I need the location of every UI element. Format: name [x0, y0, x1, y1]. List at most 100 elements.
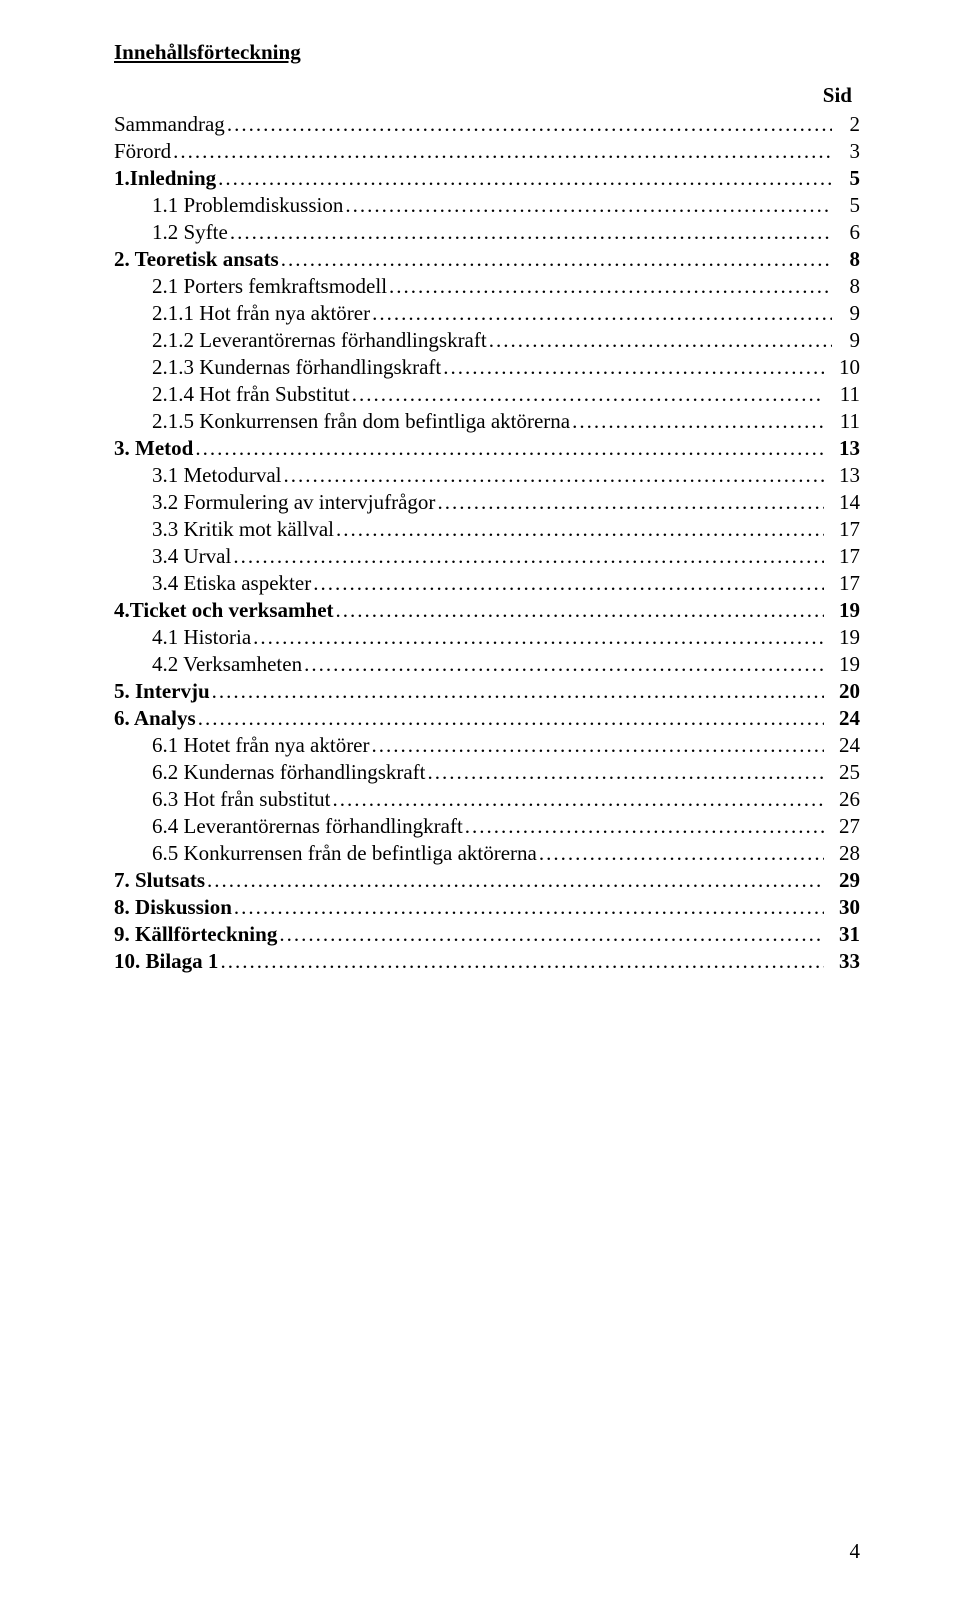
- toc-entry-label: 6.4 Leverantörernas förhandlingkraft: [152, 816, 463, 837]
- toc-entry: 6.4 Leverantörernas förhandlingkraft....…: [114, 816, 860, 837]
- toc-entry-leader: ........................................…: [216, 168, 832, 189]
- toc-entry-page: 5: [832, 195, 860, 216]
- toc-entry: 1.1 Problemdiskussion...................…: [114, 195, 860, 216]
- toc-entry-leader: ........................................…: [205, 870, 824, 891]
- toc-entry-page: 13: [824, 438, 860, 459]
- toc-entry-page: 26: [824, 789, 860, 810]
- toc-entry: 1.2 Syfte...............................…: [114, 222, 860, 243]
- toc-entry: 3. Metod................................…: [114, 438, 860, 459]
- toc-entry-label: 2.1.1 Hot från nya aktörer: [152, 303, 370, 324]
- toc-entry-leader: ........................................…: [251, 627, 824, 648]
- toc-entry-leader: ........................................…: [231, 546, 824, 567]
- toc-entry-page: 19: [824, 627, 860, 648]
- toc-entry-label: 9. Källförteckning: [114, 924, 277, 945]
- toc-entry-page: 30: [824, 897, 860, 918]
- toc-entry-leader: ........................................…: [435, 492, 824, 513]
- toc-entry-leader: ........................................…: [311, 573, 824, 594]
- toc-entry-label: 3.4 Etiska aspekter: [152, 573, 311, 594]
- toc-entry-label: 3.3 Kritik mot källval: [152, 519, 334, 540]
- toc-entry-leader: ........................................…: [277, 924, 824, 945]
- toc-entry-leader: ........................................…: [210, 681, 824, 702]
- toc-entry: 3.4 Etiska aspekter ....................…: [114, 573, 860, 594]
- toc-entry-label: 4.Ticket och verksamhet: [114, 600, 334, 621]
- toc-entry: 8. Diskussion...........................…: [114, 897, 860, 918]
- toc-entry-page: 2: [832, 114, 860, 135]
- toc-entry: 3.1 Metodurval..........................…: [114, 465, 860, 486]
- toc-entry: 7. Slutsats.............................…: [114, 870, 860, 891]
- toc-entry-leader: ........................................…: [426, 762, 824, 783]
- toc-entry-label: 4.2 Verksamheten: [152, 654, 302, 675]
- toc-entry-leader: ........................................…: [334, 519, 824, 540]
- toc-entry: 6.2 Kundernas förhandlingskraft.........…: [114, 762, 860, 783]
- toc-entry-page: 29: [824, 870, 860, 891]
- toc-entry-label: 6.5 Konkurrensen från de befintliga aktö…: [152, 843, 537, 864]
- toc-entry: 3.2 Formulering av intervjufrågor.......…: [114, 492, 860, 513]
- toc-entry-leader: ........................................…: [218, 951, 824, 972]
- toc-entry: 6.1 Hotet från nya aktörer..............…: [114, 735, 860, 756]
- toc-entry-leader: ........................................…: [196, 708, 824, 729]
- toc-entry-leader: ........................................…: [537, 843, 824, 864]
- toc-entry: Sammandrag..............................…: [114, 114, 860, 135]
- toc-entry-label: 6.1 Hotet från nya aktörer: [152, 735, 370, 756]
- toc-entry: 6. Analys...............................…: [114, 708, 860, 729]
- toc-entry-leader: ........................................…: [193, 438, 824, 459]
- toc-entry: 3.4 Urval...............................…: [114, 546, 860, 567]
- toc-entry-label: 2. Teoretisk ansats: [114, 249, 279, 270]
- toc-entry-leader: ........................................…: [228, 222, 832, 243]
- toc-entry: 2.1.3 Kundernas förhandlingskraft.......…: [114, 357, 860, 378]
- toc-entry-label: Sammandrag: [114, 114, 225, 135]
- toc-entry-label: 6.3 Hot från substitut: [152, 789, 331, 810]
- toc-entry-label: 3.1 Metodurval: [152, 465, 281, 486]
- toc-entry-label: 2.1.3 Kundernas förhandlingskraft: [152, 357, 441, 378]
- toc-entry: 2.1.1 Hot från nya aktörer..............…: [114, 303, 860, 324]
- toc-entry: 2.1.5 Konkurrensen från dom befintliga a…: [114, 411, 860, 432]
- toc-entry-page: 17: [824, 573, 860, 594]
- toc-entry: 9. Källförteckning......................…: [114, 924, 860, 945]
- toc-entry-leader: ........................................…: [487, 330, 832, 351]
- toc-entry-page: 8: [832, 276, 860, 297]
- toc-entry-leader: ........................................…: [370, 735, 825, 756]
- toc-entry: 4.1 Historia............................…: [114, 627, 860, 648]
- toc-entry-page: 10: [824, 357, 860, 378]
- toc-entry-label: 3.2 Formulering av intervjufrågor: [152, 492, 435, 513]
- toc-entry-leader: ........................................…: [302, 654, 824, 675]
- toc-entry-page: 25: [824, 762, 860, 783]
- toc-entry-label: 5. Intervju: [114, 681, 210, 702]
- toc-entry-leader: ........................................…: [331, 789, 825, 810]
- toc-entry-leader: ........................................…: [350, 384, 824, 405]
- toc-entry-leader: ........................................…: [279, 249, 832, 270]
- toc-entry-page: 24: [824, 735, 860, 756]
- toc-entry-label: 2.1.5 Konkurrensen från dom befintliga a…: [152, 411, 570, 432]
- toc-entry-label: 1.1 Problemdiskussion: [152, 195, 343, 216]
- toc-entry-label: 2.1 Porters femkraftsmodell: [152, 276, 387, 297]
- toc-entry-leader: ........................................…: [370, 303, 832, 324]
- toc-entry: 2. Teoretisk ansats.....................…: [114, 249, 860, 270]
- toc-entry-page: 9: [832, 303, 860, 324]
- toc-entry-page: 6: [832, 222, 860, 243]
- toc-entry-label: 1.2 Syfte: [152, 222, 228, 243]
- toc-entry-leader: ........................................…: [343, 195, 832, 216]
- toc-entry-page: 3: [832, 141, 860, 162]
- toc-entry-leader: ........................................…: [225, 114, 832, 135]
- toc-entry-page: 33: [824, 951, 860, 972]
- toc-entry-page: 11: [824, 384, 860, 405]
- toc-entry-page: 19: [824, 600, 860, 621]
- toc-entry-label: 6. Analys: [114, 708, 196, 729]
- toc-entry-page: 5: [832, 168, 860, 189]
- toc-entry-label: 6.2 Kundernas förhandlingskraft: [152, 762, 426, 783]
- toc-entry-label: 10. Bilaga 1: [114, 951, 218, 972]
- document-page: Innehållsförteckning Sid Sammandrag.....…: [0, 0, 960, 1604]
- toc-entry-leader: ........................................…: [441, 357, 824, 378]
- toc-entry: 2.1 Porters femkraftsmodell.............…: [114, 276, 860, 297]
- toc-entry-leader: ........................................…: [334, 600, 824, 621]
- toc-entry: 6.3 Hot från substitut..................…: [114, 789, 860, 810]
- toc-entry-leader: ........................................…: [387, 276, 832, 297]
- toc-entry-label: 3. Metod: [114, 438, 193, 459]
- toc-entry: 2.1.4 Hot från Substitut................…: [114, 384, 860, 405]
- toc-container: Sammandrag..............................…: [114, 114, 860, 972]
- toc-entry: 5. Intervju.............................…: [114, 681, 860, 702]
- toc-entry-page: 13: [824, 465, 860, 486]
- toc-entry-leader: ........................................…: [281, 465, 824, 486]
- toc-entry-page: 8: [832, 249, 860, 270]
- toc-entry: 4.2 Verksamheten........................…: [114, 654, 860, 675]
